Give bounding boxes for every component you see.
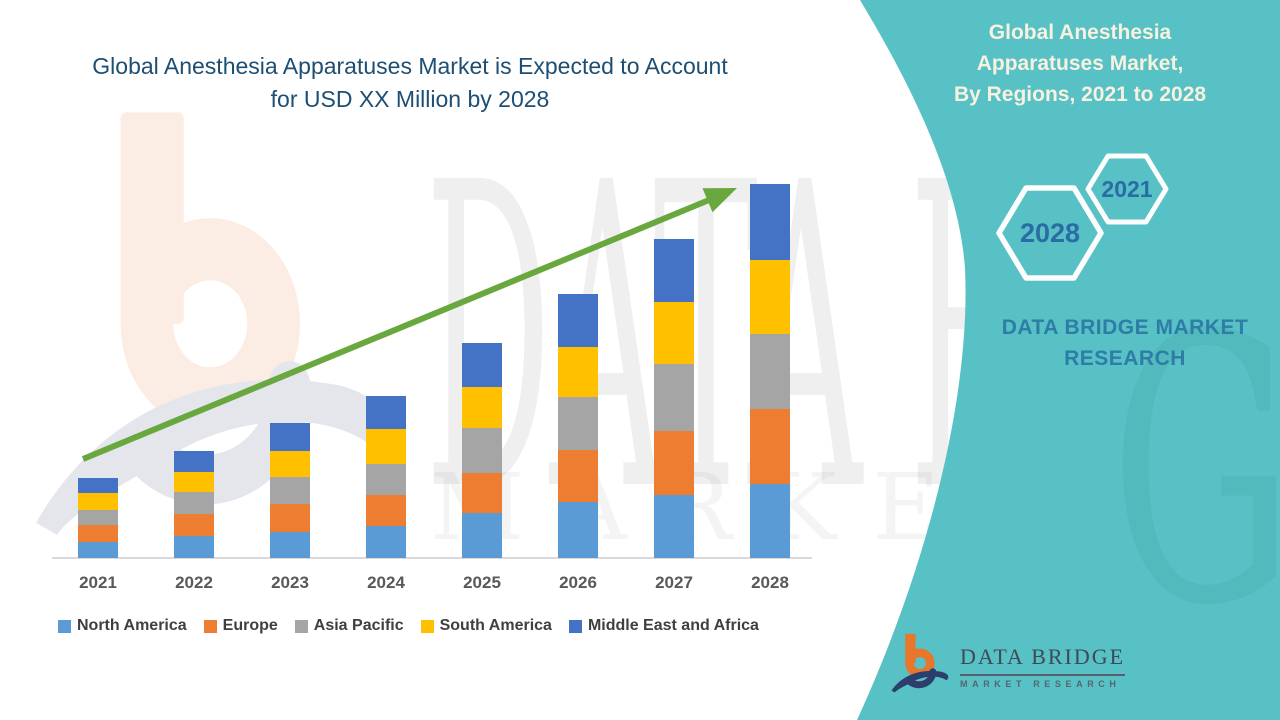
x-tick-2027: 2027 [655, 573, 693, 592]
x-tick-2028: 2028 [751, 573, 789, 592]
databridge-logo-icon [888, 630, 950, 703]
segment-asia-pacific [366, 464, 406, 495]
logo-name: DATA BRIDGE [960, 644, 1126, 676]
side-panel-title-line1: Global Anesthesia [988, 21, 1172, 44]
segment-europe [78, 525, 118, 542]
bar-2028 [750, 184, 790, 558]
segment-europe [270, 504, 310, 532]
segment-north-america [78, 542, 118, 558]
segment-europe [750, 409, 790, 484]
legend-item-europe: Europe [203, 617, 278, 635]
segment-middle-east-and-africa [78, 478, 118, 493]
segment-asia-pacific [78, 510, 118, 525]
segment-north-america [750, 484, 790, 558]
segment-north-america [366, 526, 406, 558]
segment-south-america [750, 260, 790, 334]
segment-asia-pacific [270, 477, 310, 504]
legend-swatch-icon [420, 619, 434, 633]
legend-label: Middle East and Africa [587, 617, 759, 634]
segment-north-america [462, 513, 502, 558]
segment-asia-pacific [174, 492, 214, 514]
legend-swatch-icon [203, 619, 217, 633]
segment-europe [366, 495, 406, 526]
segment-europe [462, 473, 502, 513]
x-axis-line [52, 557, 812, 559]
legend-swatch-icon [294, 619, 308, 633]
chart-title-line1: Global Anesthesia Apparatuses Market is … [92, 53, 728, 79]
chart-title: Global Anesthesia Apparatuses Market is … [40, 50, 780, 116]
side-panel-title-line2: Apparatuses Market, [976, 52, 1184, 75]
legend-label: Asia Pacific [313, 617, 404, 634]
chart-title-line2: for USD XX Million by 2028 [270, 86, 550, 112]
x-tick-2022: 2022 [175, 573, 213, 592]
logo-tagline: MARKET RESEARCH [960, 679, 1121, 689]
legend-label: Europe [222, 617, 278, 634]
x-tick-2025: 2025 [463, 573, 501, 592]
bar-2021 [78, 478, 118, 558]
segment-asia-pacific [750, 334, 790, 409]
segment-north-america [270, 532, 310, 558]
segment-europe [174, 514, 214, 536]
segment-middle-east-and-africa [750, 184, 790, 260]
legend-swatch-icon [58, 619, 71, 633]
side-panel-title: Global Anesthesia Apparatuses Market, By… [920, 17, 1240, 110]
segment-north-america [558, 502, 598, 558]
legend-label: North America [77, 617, 187, 634]
side-panel-title-line3: By Regions, 2021 to 2028 [953, 83, 1207, 106]
legend-swatch-icon [568, 619, 582, 633]
brand-text-line1: DATA BRIDGE MARKET [1001, 316, 1249, 339]
segment-north-america [174, 536, 214, 558]
segment-south-america [78, 493, 118, 510]
legend-label: South America [439, 617, 552, 634]
segment-south-america [174, 472, 214, 492]
segment-north-america [654, 495, 694, 558]
x-tick-2023: 2023 [271, 573, 309, 592]
x-tick-2021: 2021 [79, 573, 117, 592]
databridge-logo: DATA BRIDGE MARKET RESEARCH [888, 630, 1126, 703]
x-tick-2026: 2026 [559, 573, 597, 592]
legend: North America Europe Asia Pacific South Ame… [58, 617, 759, 635]
brand-text-line2: RESEARCH [1064, 347, 1186, 370]
legend-item-south-america: South America [420, 617, 552, 635]
legend-item-north-america: North America [58, 617, 187, 635]
legend-item-middle-east-and-africa: Middle East and Africa [568, 617, 759, 635]
x-tick-2024: 2024 [367, 573, 405, 592]
legend-item-asia-pacific: Asia Pacific [294, 617, 404, 635]
brand-text: DATA BRIDGE MARKET RESEARCH [1000, 312, 1250, 374]
